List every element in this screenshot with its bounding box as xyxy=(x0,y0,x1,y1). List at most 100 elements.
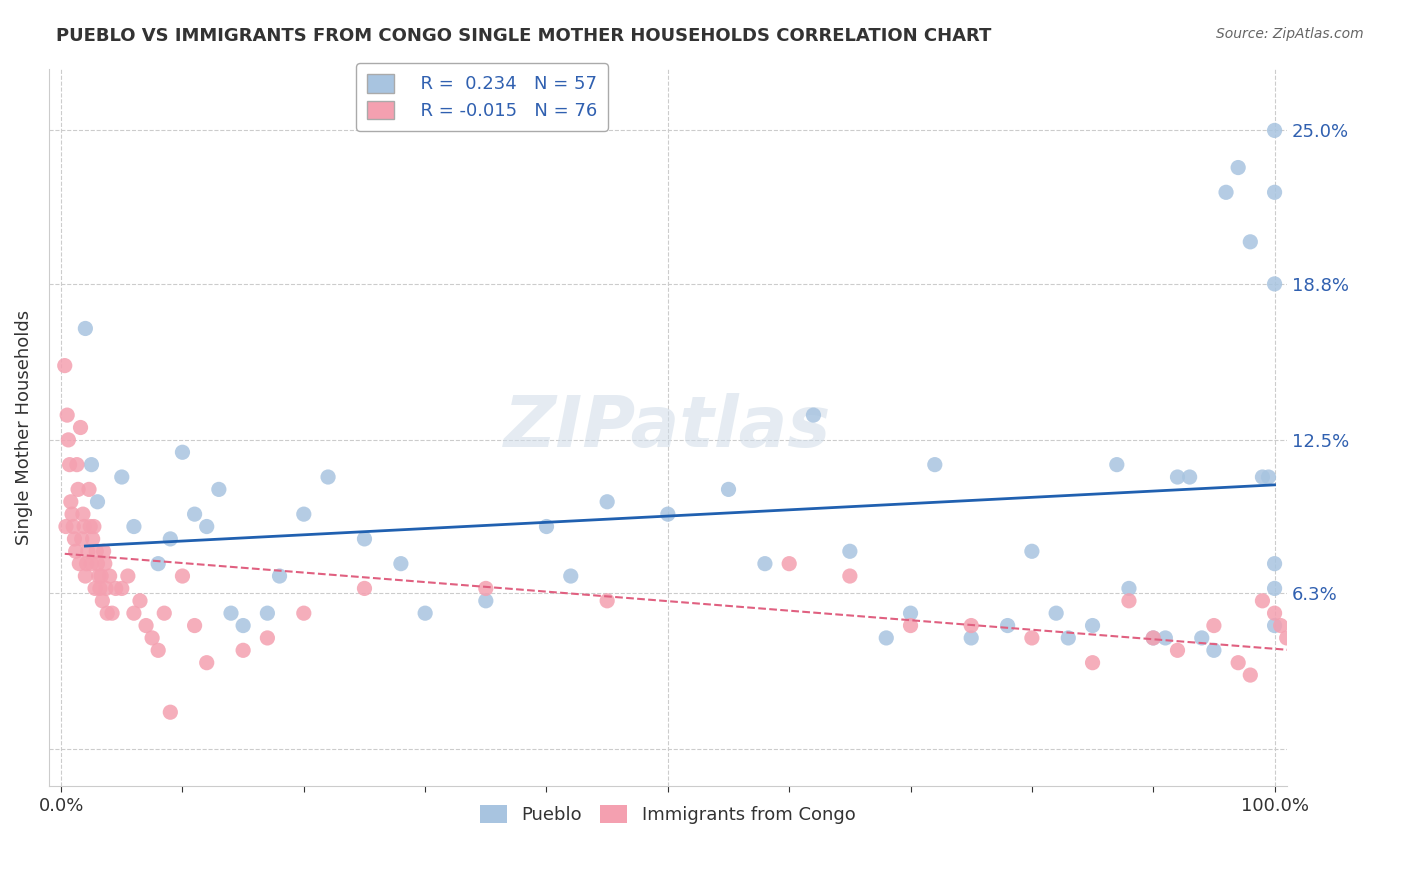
Point xyxy=(82,532,104,546)
Point xyxy=(256,606,278,620)
Text: PUEBLO VS IMMIGRANTS FROM CONGO SINGLE MOTHER HOUSEHOLDS CORRELATION CHART: PUEBLO VS IMMIGRANTS FROM CONGO SINGLE M… xyxy=(56,27,991,45)
Point xyxy=(172,445,194,459)
Point xyxy=(1275,631,1298,645)
Point xyxy=(1166,470,1188,484)
Point xyxy=(219,606,242,620)
Point xyxy=(803,408,825,422)
Point xyxy=(104,582,127,596)
Point xyxy=(69,420,91,434)
Point xyxy=(838,569,860,583)
Point xyxy=(1215,186,1237,200)
Point xyxy=(256,631,278,645)
Point xyxy=(67,483,90,497)
Point xyxy=(1251,470,1274,484)
Point xyxy=(60,507,83,521)
Point xyxy=(58,433,80,447)
Point xyxy=(1057,631,1080,645)
Point xyxy=(960,631,983,645)
Point xyxy=(183,618,205,632)
Point xyxy=(1264,582,1286,596)
Point xyxy=(717,483,740,497)
Point xyxy=(1118,594,1140,608)
Point xyxy=(1264,123,1286,137)
Point xyxy=(778,557,800,571)
Text: Source: ZipAtlas.com: Source: ZipAtlas.com xyxy=(1216,27,1364,41)
Point xyxy=(159,705,181,719)
Text: ZIPatlas: ZIPatlas xyxy=(505,393,831,462)
Point xyxy=(94,557,117,571)
Point xyxy=(560,569,582,583)
Point xyxy=(73,519,96,533)
Point xyxy=(94,582,117,596)
Point xyxy=(84,544,107,558)
Point xyxy=(1299,656,1322,670)
Point xyxy=(316,470,339,484)
Point xyxy=(1251,594,1274,608)
Point xyxy=(56,408,79,422)
Point xyxy=(70,532,93,546)
Point xyxy=(86,557,108,571)
Point xyxy=(1264,557,1286,571)
Point xyxy=(75,321,97,335)
Point xyxy=(1227,161,1250,175)
Point xyxy=(475,582,498,596)
Point xyxy=(1202,618,1225,632)
Point xyxy=(1081,618,1104,632)
Point xyxy=(59,458,82,472)
Point xyxy=(77,483,100,497)
Point xyxy=(269,569,291,583)
Point xyxy=(1264,186,1286,200)
Point xyxy=(80,458,103,472)
Point xyxy=(1312,668,1334,682)
Point xyxy=(59,495,82,509)
Point xyxy=(475,594,498,608)
Point xyxy=(1239,668,1261,682)
Point xyxy=(76,557,98,571)
Point xyxy=(98,569,121,583)
Point xyxy=(389,557,412,571)
Point xyxy=(111,582,134,596)
Point xyxy=(183,507,205,521)
Point xyxy=(208,483,231,497)
Point xyxy=(1154,631,1177,645)
Point xyxy=(353,582,375,596)
Point xyxy=(65,544,87,558)
Point xyxy=(86,495,108,509)
Point xyxy=(1045,606,1067,620)
Point xyxy=(232,643,254,657)
Point xyxy=(76,544,98,558)
Point xyxy=(80,557,103,571)
Point xyxy=(84,582,107,596)
Point xyxy=(1257,470,1279,484)
Point xyxy=(1021,631,1043,645)
Point xyxy=(960,618,983,632)
Point xyxy=(83,519,105,533)
Point xyxy=(353,532,375,546)
Point xyxy=(122,519,145,533)
Point xyxy=(148,557,170,571)
Point xyxy=(96,606,118,620)
Point xyxy=(1142,631,1164,645)
Point xyxy=(111,470,134,484)
Point xyxy=(292,507,315,521)
Point xyxy=(657,507,679,521)
Point xyxy=(1264,618,1286,632)
Point xyxy=(195,656,218,670)
Point xyxy=(1191,631,1213,645)
Point xyxy=(66,458,89,472)
Point xyxy=(1105,458,1128,472)
Point xyxy=(924,458,946,472)
Point xyxy=(122,606,145,620)
Point xyxy=(93,544,115,558)
Point xyxy=(1239,235,1261,249)
Point xyxy=(135,618,157,632)
Point xyxy=(900,606,922,620)
Point xyxy=(89,582,111,596)
Point xyxy=(79,519,101,533)
Point xyxy=(413,606,436,620)
Point xyxy=(596,594,619,608)
Point xyxy=(53,359,76,373)
Point xyxy=(1178,470,1201,484)
Point xyxy=(75,569,97,583)
Point xyxy=(596,495,619,509)
